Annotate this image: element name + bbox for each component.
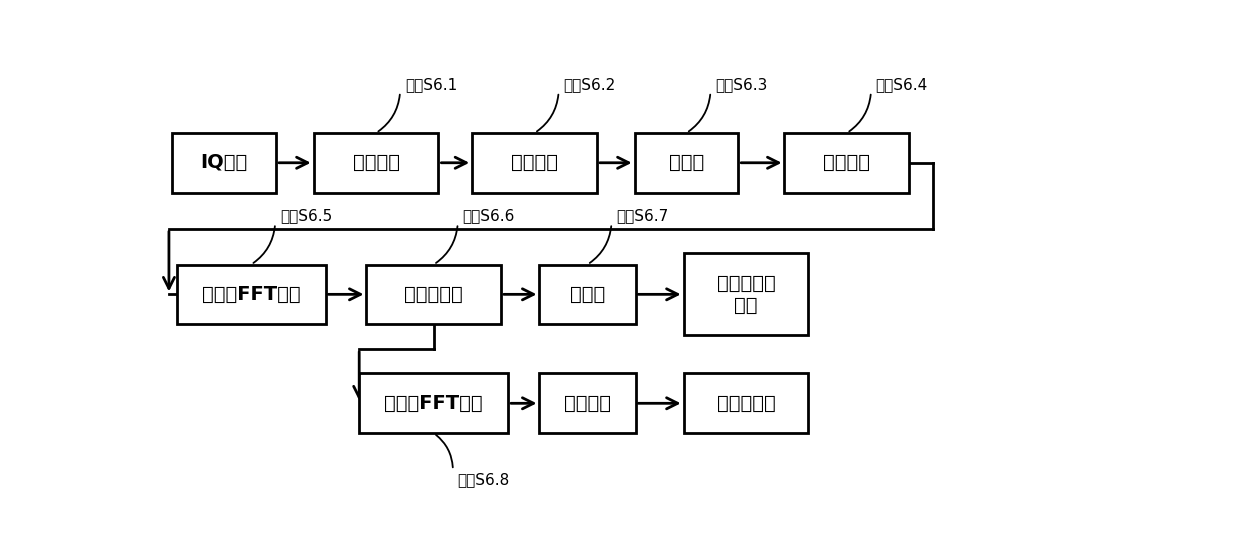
Text: 加窗处理: 加窗处理 <box>823 153 870 172</box>
Text: 步骤S6.1: 步骤S6.1 <box>404 77 458 92</box>
Text: 多普勒谱: 多普勒谱 <box>564 394 611 413</box>
Text: 步骤S6.5: 步骤S6.5 <box>280 208 332 223</box>
FancyBboxPatch shape <box>360 373 508 433</box>
Text: 距离维FFT变换: 距离维FFT变换 <box>202 285 300 304</box>
Text: 步骤S6.2: 步骤S6.2 <box>563 77 616 92</box>
FancyBboxPatch shape <box>539 264 635 324</box>
Text: 方位维FFT变换: 方位维FFT变换 <box>384 394 484 413</box>
Text: 功率谱计算: 功率谱计算 <box>404 285 463 304</box>
FancyBboxPatch shape <box>683 253 808 335</box>
Text: 步骤S6.7: 步骤S6.7 <box>616 208 668 223</box>
Text: 步骤S6.8: 步骤S6.8 <box>458 472 510 487</box>
FancyBboxPatch shape <box>472 133 596 193</box>
FancyBboxPatch shape <box>367 264 501 324</box>
Text: IQ信号: IQ信号 <box>201 153 248 172</box>
FancyBboxPatch shape <box>683 373 808 433</box>
FancyBboxPatch shape <box>172 133 277 193</box>
Text: 谱平均: 谱平均 <box>570 285 605 304</box>
Text: 步骤S6.4: 步骤S6.4 <box>875 77 928 92</box>
Text: 雷达反射率
因子: 雷达反射率 因子 <box>717 274 775 315</box>
Text: 云粒子速度: 云粒子速度 <box>717 394 775 413</box>
FancyBboxPatch shape <box>785 133 909 193</box>
FancyBboxPatch shape <box>314 133 439 193</box>
Text: 脉冲压缩: 脉冲压缩 <box>511 153 558 172</box>
Text: 步骤S6.6: 步骤S6.6 <box>463 208 515 223</box>
Text: 去直流: 去直流 <box>668 153 704 172</box>
Text: 步骤S6.3: 步骤S6.3 <box>715 77 768 92</box>
FancyBboxPatch shape <box>635 133 738 193</box>
FancyBboxPatch shape <box>176 264 326 324</box>
Text: 时域积累: 时域积累 <box>352 153 399 172</box>
FancyBboxPatch shape <box>539 373 635 433</box>
